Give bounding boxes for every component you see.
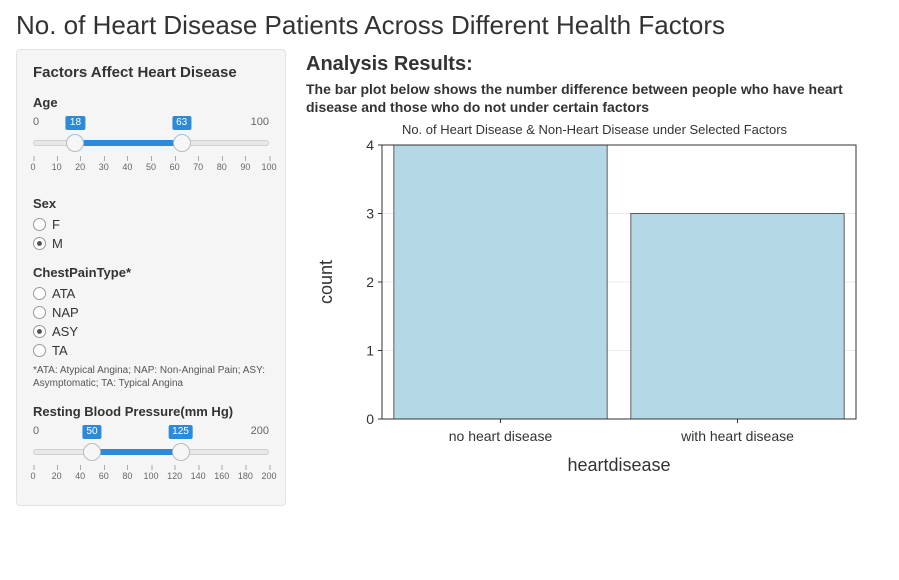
slider-tick: 30 xyxy=(99,162,109,172)
chestpain-footnote: *ATA: Atypical Angina; NAP: Non-Anginal … xyxy=(33,364,269,390)
slider-badge-lo: 50 xyxy=(82,425,101,439)
slider-tick: 60 xyxy=(170,162,180,172)
main-panel: Analysis Results: The bar plot below sho… xyxy=(306,49,883,506)
radio-icon xyxy=(33,218,46,231)
bar xyxy=(394,145,607,419)
chestpain-control: ChestPainType* ATA NAP ASY TA *ATA: Atypica… xyxy=(33,265,269,390)
slider-badge-hi: 125 xyxy=(168,425,193,439)
svg-text:4: 4 xyxy=(366,139,374,153)
page-title: No. of Heart Disease Patients Across Dif… xyxy=(16,10,883,41)
slider-tick: 160 xyxy=(214,471,229,481)
slider-tick: 100 xyxy=(261,162,276,172)
sex-label: Sex xyxy=(33,196,269,211)
sex-control: Sex FM xyxy=(33,196,269,251)
bar xyxy=(631,214,844,420)
chestpain-option-asy[interactable]: ASY xyxy=(33,324,269,339)
slider-tick: 0 xyxy=(30,162,35,172)
slider-tick: 120 xyxy=(167,471,182,481)
radio-icon xyxy=(33,306,46,319)
slider-badge-lo: 18 xyxy=(66,116,85,130)
bar-chart: 0 1 2 3 4 no heart disease with heart disease h… xyxy=(306,139,866,485)
slider-tick: 140 xyxy=(191,471,206,481)
age-label: Age xyxy=(33,95,269,110)
radio-icon xyxy=(33,344,46,357)
slider-fill xyxy=(75,140,181,146)
slider-tick: 40 xyxy=(75,471,85,481)
radio-label: F xyxy=(52,217,60,232)
chestpain-option-ta[interactable]: TA xyxy=(33,343,269,358)
slider-handle-lo[interactable] xyxy=(83,443,101,461)
age-control: Age 0 100 18 63 0102030405060708090100 xyxy=(33,95,269,182)
slider-tick: 20 xyxy=(52,471,62,481)
slider-tick: 10 xyxy=(52,162,62,172)
sex-radio-group: FM xyxy=(33,217,269,251)
slider-fill xyxy=(92,449,181,455)
sex-option-f[interactable]: F xyxy=(33,217,269,232)
sidebar-title: Factors Affect Heart Disease xyxy=(33,64,269,83)
slider-tick: 20 xyxy=(75,162,85,172)
radio-icon xyxy=(33,237,46,250)
bp-min: 0 xyxy=(33,425,39,437)
age-min: 0 xyxy=(33,116,39,128)
chestpain-radio-group: ATA NAP ASY TA xyxy=(33,286,269,358)
bp-label: Resting Blood Pressure(mm Hg) xyxy=(33,404,269,419)
svg-text:with heart disease: with heart disease xyxy=(680,428,794,444)
radio-label: M xyxy=(52,236,63,251)
slider-handle-lo[interactable] xyxy=(66,134,84,152)
results-description: The bar plot below shows the number diff… xyxy=(306,80,883,116)
chart-title: No. of Heart Disease & Non-Heart Disease… xyxy=(306,122,883,137)
radio-label: NAP xyxy=(52,305,79,320)
bp-max: 200 xyxy=(251,425,269,437)
slider-tick: 100 xyxy=(143,471,158,481)
slider-tick: 80 xyxy=(217,162,227,172)
slider-tick: 0 xyxy=(30,471,35,481)
radio-label: ATA xyxy=(52,286,75,301)
bp-ticks: 020406080100120140160180200 xyxy=(33,471,269,491)
slider-tick: 50 xyxy=(146,162,156,172)
radio-label: TA xyxy=(52,343,68,358)
age-max: 100 xyxy=(251,116,269,128)
chestpain-option-ata[interactable]: ATA xyxy=(33,286,269,301)
svg-text:3: 3 xyxy=(366,206,374,222)
slider-tick: 70 xyxy=(193,162,203,172)
svg-text:heartdisease: heartdisease xyxy=(567,455,670,475)
slider-badge-hi: 63 xyxy=(172,116,191,130)
svg-text:2: 2 xyxy=(366,274,374,290)
slider-handle-hi[interactable] xyxy=(173,134,191,152)
results-heading: Analysis Results: xyxy=(306,53,883,76)
radio-icon xyxy=(33,325,46,338)
sidebar-panel: Factors Affect Heart Disease Age 0 100 1… xyxy=(16,49,286,506)
layout: Factors Affect Heart Disease Age 0 100 1… xyxy=(0,49,899,522)
slider-tick: 90 xyxy=(240,162,250,172)
svg-text:count: count xyxy=(316,260,336,304)
age-ticks: 0102030405060708090100 xyxy=(33,162,269,182)
slider-tick: 80 xyxy=(122,471,132,481)
slider-tick: 40 xyxy=(122,162,132,172)
svg-text:1: 1 xyxy=(366,343,374,359)
svg-text:0: 0 xyxy=(366,411,374,427)
radio-label: ASY xyxy=(52,324,78,339)
slider-handle-hi[interactable] xyxy=(172,443,190,461)
bp-control: Resting Blood Pressure(mm Hg) 0 200 50 1… xyxy=(33,404,269,491)
slider-tick: 180 xyxy=(238,471,253,481)
slider-tick: 60 xyxy=(99,471,109,481)
slider-tick: 200 xyxy=(261,471,276,481)
bp-range-labels: 0 200 xyxy=(33,425,269,437)
svg-text:no heart disease: no heart disease xyxy=(449,428,553,444)
chestpain-label: ChestPainType* xyxy=(33,265,269,280)
radio-icon xyxy=(33,287,46,300)
chestpain-option-nap[interactable]: NAP xyxy=(33,305,269,320)
sex-option-m[interactable]: M xyxy=(33,236,269,251)
